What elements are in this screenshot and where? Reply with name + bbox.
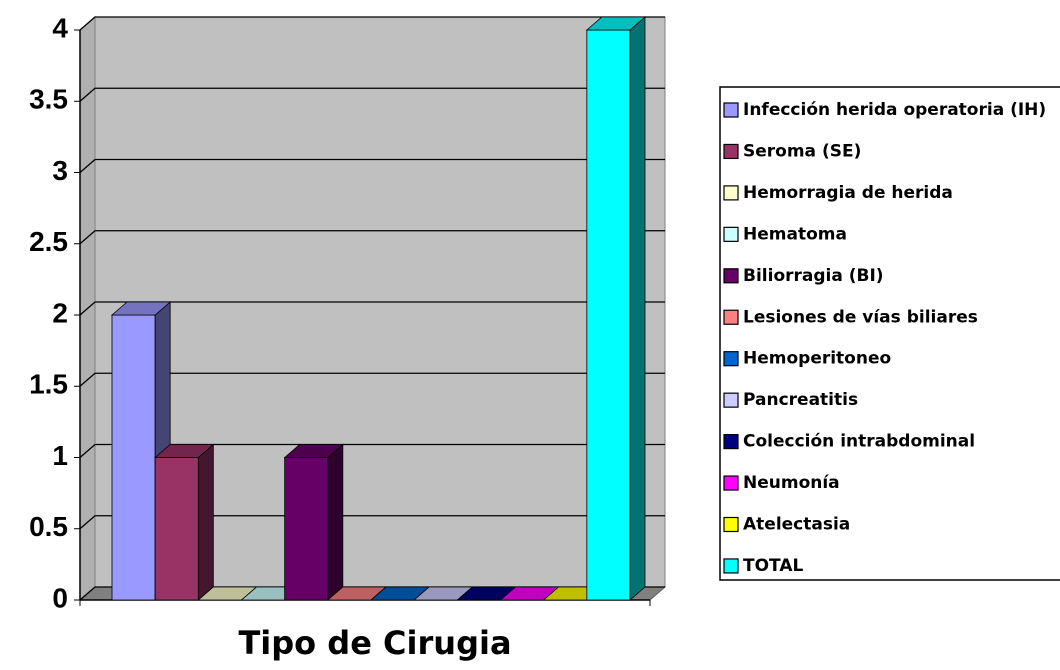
legend-label: Biliorragia (BI)	[743, 266, 884, 286]
bar-front	[154, 457, 199, 601]
legend-swatch	[723, 102, 739, 118]
bar-side	[327, 443, 344, 601]
legend-label: Hematoma	[743, 224, 847, 244]
legend-swatch	[723, 226, 739, 242]
legend-swatch	[723, 475, 739, 491]
y-tick-label: 3	[52, 155, 68, 186]
y-tick-label: 2	[52, 297, 68, 328]
legend-swatch	[723, 392, 739, 408]
y-tick-label: 1	[52, 440, 68, 471]
legend-box	[719, 86, 1060, 581]
legend-label: Seroma (SE)	[743, 141, 861, 161]
y-tick-label: 2.5	[29, 226, 68, 257]
bar-side	[197, 443, 214, 601]
bar	[585, 16, 647, 601]
grid-line	[79, 230, 665, 245]
legend-label: Hemorragia de herida	[743, 183, 953, 203]
bar-top	[283, 444, 344, 458]
legend-swatch	[723, 558, 739, 574]
bar-front	[284, 457, 329, 601]
x-tick-label: Tipo de Cirugia	[238, 624, 511, 662]
y-tick-label: 0	[52, 582, 68, 613]
bar-top	[154, 444, 215, 458]
legend-label: Lesiones de vías biliares	[743, 307, 978, 327]
legend-label: TOTAL	[743, 556, 803, 576]
legend-label: Infección herida operatoria (IH)	[743, 100, 1046, 120]
legend-swatch	[723, 185, 739, 201]
legend-swatch	[723, 268, 739, 284]
y-tick-label: 1.5	[29, 369, 68, 400]
legend-label: Colección intrabdominal	[743, 432, 975, 452]
y-tick-label: 3.5	[29, 84, 68, 115]
grid-line	[79, 158, 665, 173]
legend-label: Pancreatitis	[743, 390, 858, 410]
legend-swatch	[723, 516, 739, 533]
grid-line	[79, 372, 665, 387]
bar-front	[111, 314, 156, 601]
grid-line	[79, 443, 665, 458]
grid-line	[79, 16, 665, 31]
y-tick-label: 4	[52, 12, 68, 43]
legend-label: Hemoperitoneo	[743, 349, 891, 369]
legend-label: Atelectasia	[743, 515, 850, 535]
grid-line	[79, 301, 665, 316]
legend-swatch	[723, 351, 739, 367]
bar	[283, 443, 344, 601]
legend-label: Neumonía	[743, 473, 840, 493]
y-tick-label: 0.5	[29, 511, 68, 542]
grid-line	[79, 87, 665, 102]
bar-front	[586, 29, 631, 601]
legend-swatch	[723, 309, 739, 325]
bar	[154, 443, 215, 601]
bar-top	[585, 16, 647, 31]
grid-line	[79, 515, 665, 530]
legend-swatch	[723, 434, 739, 450]
legend-swatch	[723, 143, 739, 160]
bar-side	[629, 16, 646, 601]
bar-top	[110, 301, 172, 316]
